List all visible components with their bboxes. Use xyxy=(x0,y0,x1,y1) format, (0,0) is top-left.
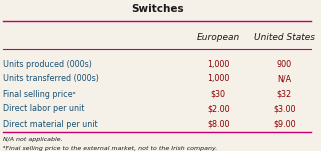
Text: $30: $30 xyxy=(211,90,226,99)
Text: N/A not applicable.: N/A not applicable. xyxy=(3,137,63,142)
Text: ᵃFinal selling price to the external market, not to the Irish company.: ᵃFinal selling price to the external mar… xyxy=(3,146,217,151)
Text: Final selling priceᵃ: Final selling priceᵃ xyxy=(3,90,76,99)
Text: Switches: Switches xyxy=(131,4,183,14)
Text: Direct labor per unit: Direct labor per unit xyxy=(3,104,84,114)
Text: 1,000: 1,000 xyxy=(207,74,230,83)
Text: Direct material per unit: Direct material per unit xyxy=(3,120,98,129)
Text: 1,000: 1,000 xyxy=(207,60,230,69)
Text: European: European xyxy=(197,33,240,42)
Text: $32: $32 xyxy=(277,90,292,99)
Text: Units transferred (000s): Units transferred (000s) xyxy=(3,74,99,83)
Text: $9.00: $9.00 xyxy=(273,120,296,129)
Text: 900: 900 xyxy=(277,60,292,69)
Text: $3.00: $3.00 xyxy=(273,104,296,114)
Text: $8.00: $8.00 xyxy=(207,120,230,129)
Text: N/A: N/A xyxy=(277,74,291,83)
Text: Units produced (000s): Units produced (000s) xyxy=(3,60,92,69)
Text: $2.00: $2.00 xyxy=(207,104,230,114)
Text: United States: United States xyxy=(254,33,315,42)
